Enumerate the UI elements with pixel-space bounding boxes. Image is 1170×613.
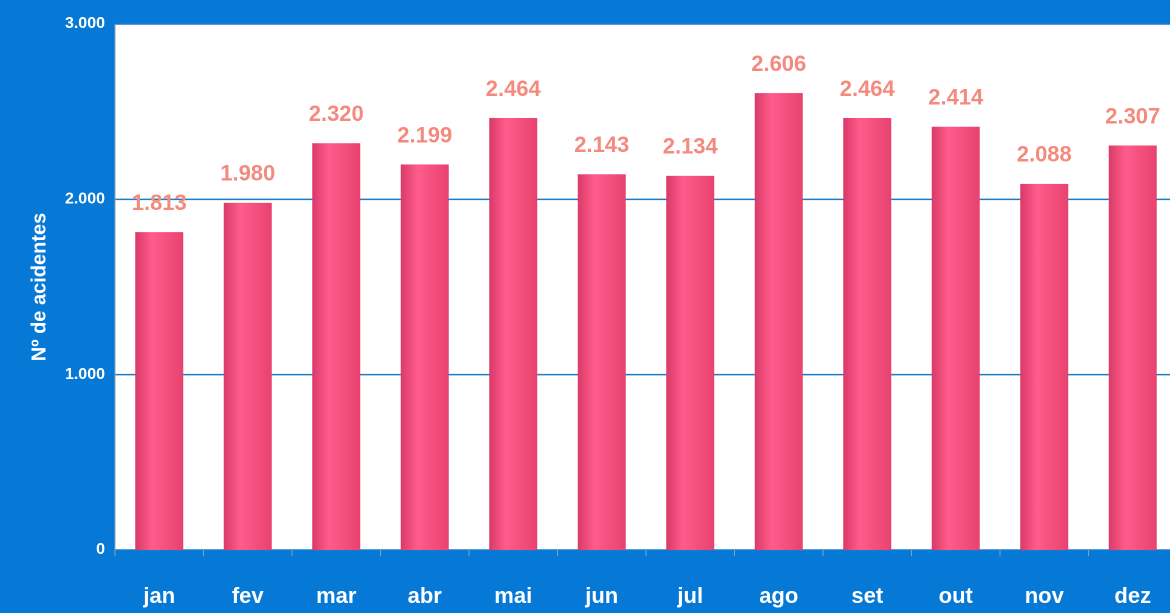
y-tick-label: 1.000 xyxy=(65,366,105,383)
y-axis-label: Nº de acidentes xyxy=(28,213,50,361)
x-tick-label: out xyxy=(939,583,974,608)
bar xyxy=(223,202,272,550)
x-tick-label: jan xyxy=(142,583,175,608)
bar xyxy=(843,117,892,550)
data-label: 2.143 xyxy=(574,132,629,157)
data-label: 2.199 xyxy=(397,122,452,147)
data-label: 2.606 xyxy=(751,51,806,76)
y-tick-label: 2.000 xyxy=(65,191,105,208)
bar xyxy=(666,175,715,550)
data-label: 2.414 xyxy=(928,85,984,110)
bar xyxy=(135,232,184,550)
x-tick-label: jul xyxy=(676,583,703,608)
data-label: 2.307 xyxy=(1105,103,1160,128)
x-tick-label: fev xyxy=(232,583,265,608)
data-label: 2.320 xyxy=(309,101,364,126)
y-tick-label: 3.000 xyxy=(65,15,105,32)
x-tick-label: jun xyxy=(584,583,618,608)
data-label: 2.134 xyxy=(663,134,719,159)
data-label: 2.464 xyxy=(486,76,542,101)
data-label: 2.088 xyxy=(1017,142,1072,167)
bar xyxy=(1108,145,1157,551)
bar xyxy=(1020,183,1069,551)
bar xyxy=(931,126,980,550)
x-tick-label: dez xyxy=(1114,583,1151,608)
x-tick-label: mar xyxy=(316,583,357,608)
bar xyxy=(577,174,626,550)
plot-area xyxy=(115,24,1170,550)
bar xyxy=(754,93,803,551)
bar xyxy=(400,164,449,550)
x-tick-label: mai xyxy=(494,583,532,608)
x-tick-label: set xyxy=(851,583,883,608)
bar xyxy=(489,117,538,550)
x-tick-label: nov xyxy=(1025,583,1065,608)
x-tick-label: abr xyxy=(408,583,443,608)
y-tick-label: 0 xyxy=(96,541,105,558)
x-tick-label: ago xyxy=(759,583,798,608)
data-label: 2.464 xyxy=(840,76,896,101)
data-label: 1.813 xyxy=(132,190,187,215)
data-label: 1.980 xyxy=(220,161,275,186)
bar xyxy=(312,143,361,550)
